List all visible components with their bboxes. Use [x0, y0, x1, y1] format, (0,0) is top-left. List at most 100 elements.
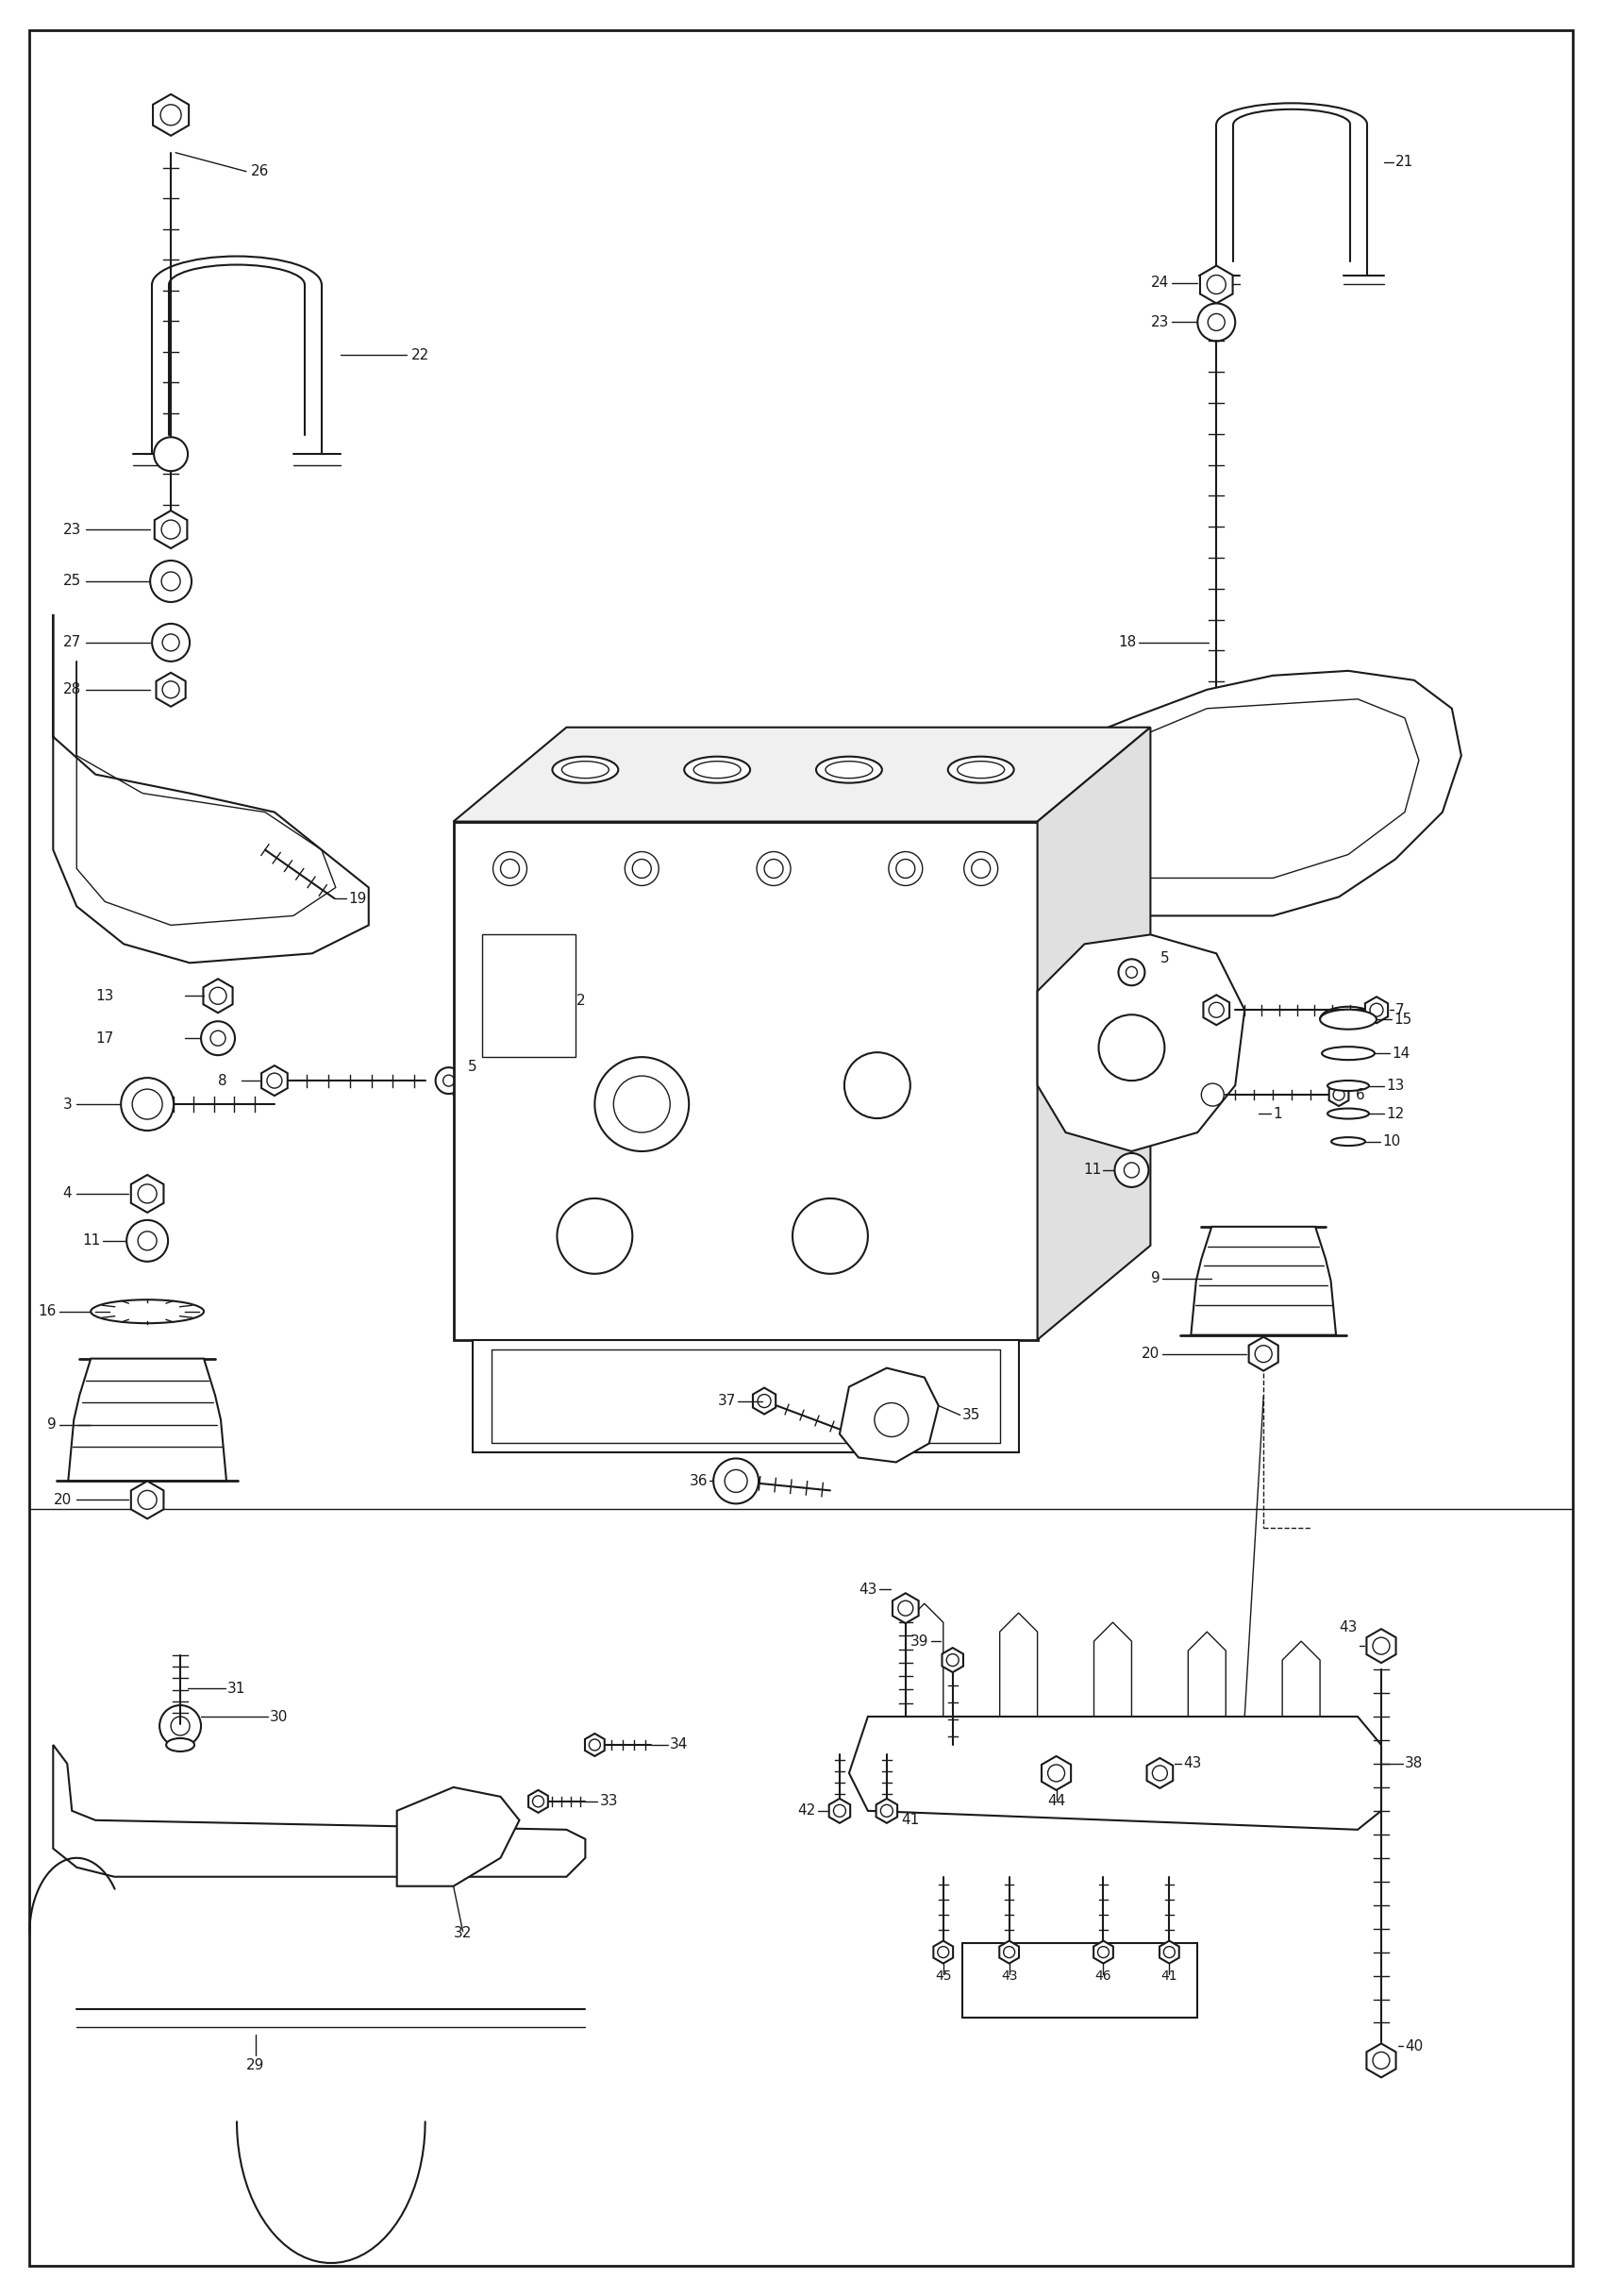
Polygon shape: [1203, 994, 1229, 1024]
Ellipse shape: [1328, 1081, 1370, 1091]
Text: 26: 26: [252, 165, 269, 179]
Ellipse shape: [553, 758, 618, 783]
Polygon shape: [876, 1798, 897, 1823]
Circle shape: [154, 436, 187, 471]
Circle shape: [1198, 303, 1235, 342]
Circle shape: [1125, 1162, 1139, 1178]
Circle shape: [514, 1056, 580, 1123]
Text: 23: 23: [1150, 315, 1169, 328]
Text: 14: 14: [1392, 1047, 1410, 1061]
Polygon shape: [1365, 996, 1387, 1024]
Circle shape: [844, 1052, 910, 1118]
Circle shape: [971, 859, 990, 877]
Text: 21: 21: [1395, 154, 1413, 170]
Text: 17: 17: [96, 1031, 114, 1045]
Polygon shape: [473, 1341, 1019, 1453]
Ellipse shape: [1328, 1109, 1370, 1118]
Text: 13: 13: [1386, 1079, 1405, 1093]
Ellipse shape: [1320, 1010, 1376, 1029]
Polygon shape: [1147, 1759, 1173, 1789]
Circle shape: [1202, 1084, 1224, 1107]
Circle shape: [500, 859, 519, 877]
Circle shape: [127, 1219, 168, 1261]
Text: 22: 22: [412, 349, 429, 363]
Text: 45: 45: [936, 1970, 952, 1981]
Ellipse shape: [958, 762, 1004, 778]
Text: 37: 37: [718, 1394, 735, 1407]
Circle shape: [625, 852, 658, 886]
Polygon shape: [152, 94, 189, 135]
Polygon shape: [1190, 1226, 1336, 1334]
Polygon shape: [1000, 1940, 1019, 1963]
Text: 5: 5: [468, 1058, 477, 1075]
Text: 34: 34: [670, 1738, 689, 1752]
Text: 18: 18: [1118, 636, 1136, 650]
Ellipse shape: [684, 758, 750, 783]
Polygon shape: [963, 1942, 1198, 2018]
Circle shape: [138, 1231, 157, 1251]
Ellipse shape: [562, 762, 609, 778]
Text: 8: 8: [218, 1075, 227, 1088]
Text: 9: 9: [1150, 1272, 1160, 1286]
Text: 41: 41: [1161, 1970, 1177, 1981]
Text: 35: 35: [963, 1407, 980, 1421]
Polygon shape: [753, 1387, 775, 1414]
Circle shape: [171, 1717, 189, 1736]
Polygon shape: [453, 992, 642, 1171]
Polygon shape: [1330, 1084, 1349, 1107]
Text: 43: 43: [1339, 1621, 1357, 1635]
Polygon shape: [69, 1359, 226, 1481]
Polygon shape: [155, 673, 186, 707]
Polygon shape: [1160, 1940, 1179, 1963]
Circle shape: [200, 1022, 235, 1056]
Circle shape: [557, 1199, 633, 1274]
Text: 7: 7: [1395, 1003, 1405, 1017]
Text: 1: 1: [1274, 1107, 1282, 1120]
Circle shape: [1115, 1153, 1149, 1187]
Circle shape: [713, 1458, 759, 1504]
Circle shape: [896, 859, 915, 877]
Text: 43: 43: [1001, 1970, 1017, 1981]
Ellipse shape: [825, 762, 873, 778]
Circle shape: [724, 1469, 747, 1492]
Circle shape: [1126, 967, 1137, 978]
Circle shape: [444, 1075, 455, 1086]
Polygon shape: [721, 1465, 751, 1497]
Polygon shape: [1200, 266, 1232, 303]
Text: 38: 38: [1405, 1756, 1423, 1770]
Text: 33: 33: [599, 1793, 618, 1809]
Text: 10: 10: [1383, 1134, 1400, 1148]
Text: 25: 25: [62, 574, 82, 588]
Polygon shape: [828, 1798, 851, 1823]
Polygon shape: [1367, 2043, 1395, 2078]
Polygon shape: [849, 1717, 1381, 1830]
Ellipse shape: [91, 1300, 203, 1322]
Text: 46: 46: [1096, 1970, 1112, 1981]
Text: 5: 5: [1160, 951, 1169, 964]
Circle shape: [210, 1031, 226, 1045]
Circle shape: [152, 625, 189, 661]
Polygon shape: [53, 615, 368, 962]
Circle shape: [614, 1077, 670, 1132]
Circle shape: [133, 1088, 162, 1118]
Polygon shape: [154, 510, 187, 549]
Polygon shape: [1094, 1940, 1113, 1963]
Text: 28: 28: [62, 682, 82, 696]
Text: 23: 23: [62, 523, 82, 537]
Circle shape: [964, 852, 998, 886]
Text: 13: 13: [96, 990, 114, 1003]
Text: 11: 11: [1083, 1164, 1102, 1178]
Circle shape: [793, 1199, 868, 1274]
Text: 4: 4: [62, 1187, 72, 1201]
Text: 24: 24: [1152, 276, 1169, 289]
Circle shape: [493, 852, 527, 886]
Polygon shape: [585, 1733, 604, 1756]
Text: 3: 3: [62, 1097, 72, 1111]
Polygon shape: [1038, 934, 1245, 1150]
Polygon shape: [1367, 1628, 1395, 1662]
Polygon shape: [934, 1940, 953, 1963]
Text: 15: 15: [1394, 1013, 1411, 1026]
Ellipse shape: [167, 1738, 194, 1752]
Text: 29: 29: [247, 2057, 264, 2073]
Text: 16: 16: [38, 1304, 56, 1318]
